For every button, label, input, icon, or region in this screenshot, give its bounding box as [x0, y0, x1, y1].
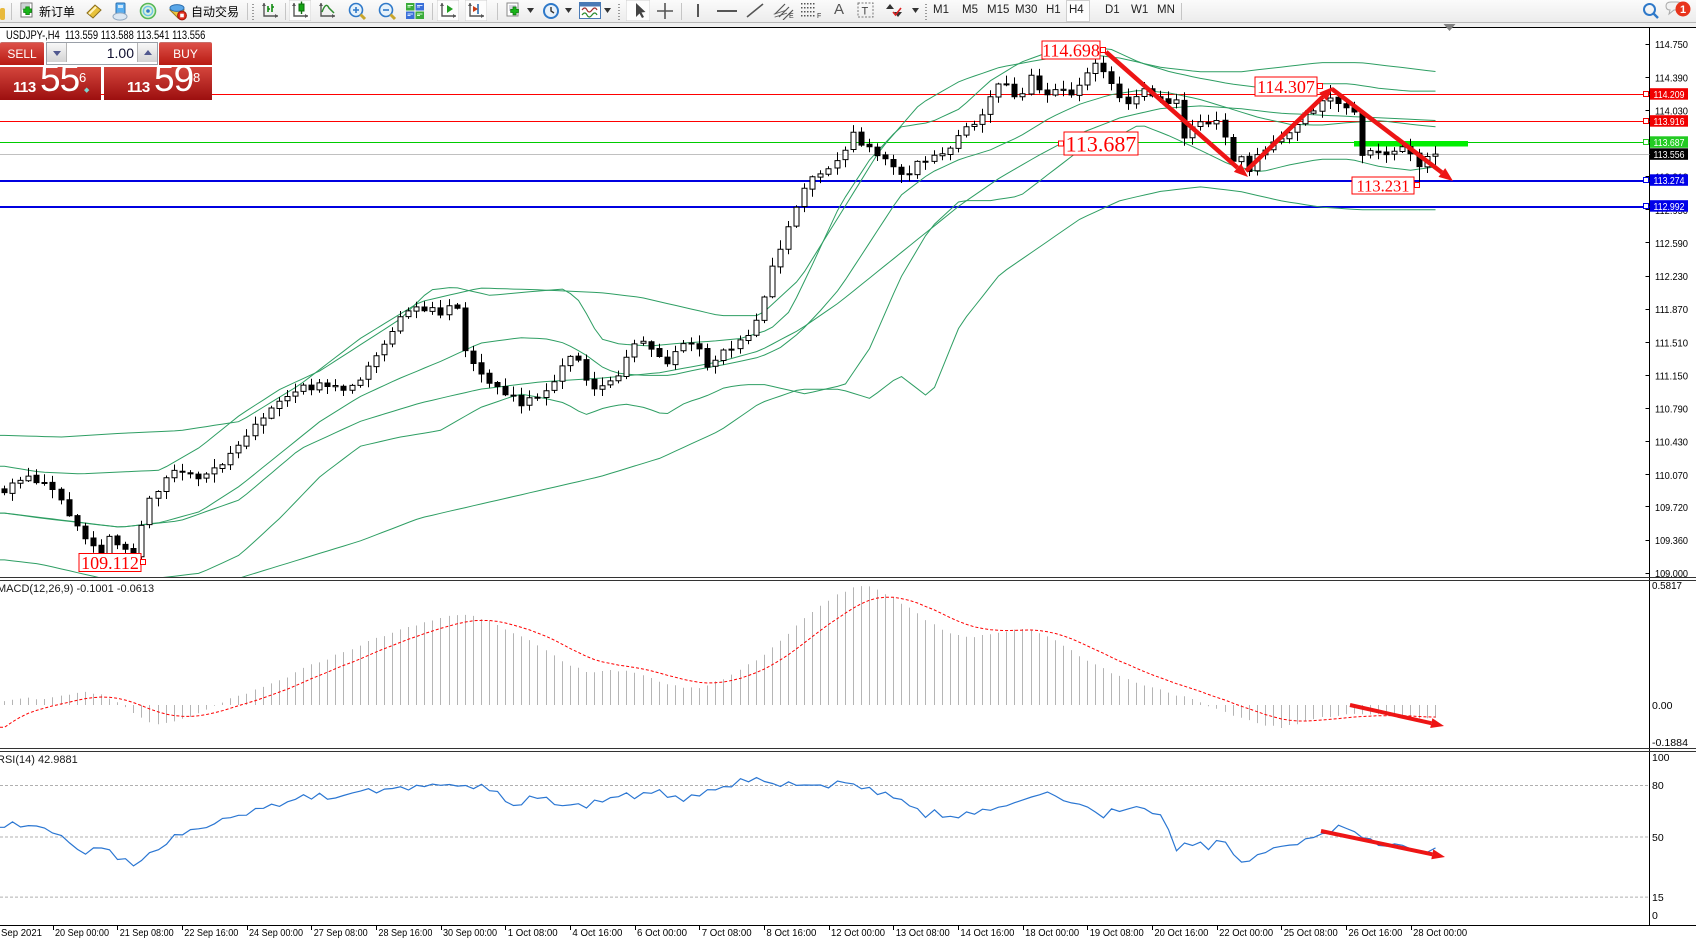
svg-text:20 Sep 00:00: 20 Sep 00:00	[55, 927, 109, 939]
svg-text:21 Sep 08:00: 21 Sep 08:00	[120, 927, 174, 939]
svg-text:7 Oct 08:00: 7 Oct 08:00	[702, 927, 752, 939]
svg-text:113.274: 113.274	[1654, 175, 1685, 187]
svg-text:109.720: 109.720	[1655, 502, 1688, 514]
svg-text:113.687: 113.687	[1654, 137, 1685, 149]
svg-text:F: F	[817, 13, 821, 20]
svg-text:4 Oct 16:00: 4 Oct 16:00	[572, 927, 622, 939]
svg-text:-0.1884: -0.1884	[1652, 737, 1688, 749]
svg-text:112.992: 112.992	[1654, 201, 1685, 213]
svg-text:27 Sep 08:00: 27 Sep 08:00	[314, 927, 368, 939]
svg-text:111.510: 111.510	[1655, 337, 1688, 349]
svg-text:109.000: 109.000	[1655, 568, 1688, 580]
svg-text:113.916: 113.916	[1654, 116, 1685, 128]
svg-text:113.231: 113.231	[1356, 176, 1409, 195]
svg-text:30 Sep 00:00: 30 Sep 00:00	[443, 927, 497, 939]
svg-text:114.307: 114.307	[1257, 77, 1315, 97]
svg-text:26 Oct 16:00: 26 Oct 16:00	[1348, 927, 1402, 939]
svg-text:25 Oct 08:00: 25 Oct 08:00	[1284, 927, 1338, 939]
svg-text:110.430: 110.430	[1655, 437, 1688, 449]
svg-text:113.556: 113.556	[1654, 149, 1685, 161]
svg-text:20 Oct 16:00: 20 Oct 16:00	[1154, 927, 1208, 939]
svg-text:110.070: 110.070	[1655, 470, 1688, 482]
svg-text:8 Oct 16:00: 8 Oct 16:00	[766, 927, 816, 939]
svg-text:114.209: 114.209	[1654, 89, 1685, 101]
svg-text:18 Oct 00:00: 18 Oct 00:00	[1025, 927, 1079, 939]
svg-text:80: 80	[1652, 780, 1664, 792]
svg-text:14 Oct 16:00: 14 Oct 16:00	[960, 927, 1014, 939]
svg-text:15: 15	[1652, 892, 1664, 904]
svg-text:6 Oct 00:00: 6 Oct 00:00	[637, 927, 687, 939]
svg-text:111.870: 111.870	[1655, 304, 1688, 316]
svg-text:28 Oct 00:00: 28 Oct 00:00	[1413, 927, 1467, 939]
svg-text:19 Oct 08:00: 19 Oct 08:00	[1090, 927, 1144, 939]
svg-text:112.590: 112.590	[1655, 238, 1688, 250]
svg-text:0.00: 0.00	[1652, 700, 1673, 712]
svg-text:111.150: 111.150	[1655, 370, 1688, 382]
svg-text:0: 0	[1652, 910, 1658, 922]
svg-text:24 Sep 00:00: 24 Sep 00:00	[249, 927, 303, 939]
svg-text:50: 50	[1652, 832, 1664, 844]
svg-text:1 Oct 08:00: 1 Oct 08:00	[508, 927, 558, 939]
svg-text:13 Oct 08:00: 13 Oct 08:00	[896, 927, 950, 939]
svg-text:RSI(14) 42.9881: RSI(14) 42.9881	[0, 754, 78, 766]
svg-text:28 Sep 16:00: 28 Sep 16:00	[378, 927, 432, 939]
svg-text:T: T	[862, 6, 869, 18]
svg-text:114.030: 114.030	[1655, 106, 1688, 118]
svg-text:MACD(12,26,9) -0.1001 -0.0613: MACD(12,26,9) -0.1001 -0.0613	[0, 583, 154, 595]
svg-text:113.687: 113.687	[1066, 131, 1137, 156]
svg-text:1: 1	[1680, 4, 1686, 16]
svg-text:110.790: 110.790	[1655, 404, 1688, 416]
svg-text:22 Oct 00:00: 22 Oct 00:00	[1219, 927, 1273, 939]
svg-text:114.390: 114.390	[1655, 72, 1688, 84]
svg-text:100: 100	[1652, 752, 1670, 764]
svg-text:22 Sep 16:00: 22 Sep 16:00	[184, 927, 238, 939]
svg-text:114.750: 114.750	[1655, 39, 1688, 51]
svg-text:112.230: 112.230	[1655, 271, 1688, 283]
svg-text:Sep 2021: Sep 2021	[1, 927, 42, 939]
svg-text:109.112: 109.112	[81, 553, 139, 573]
svg-text:12 Oct 00:00: 12 Oct 00:00	[831, 927, 885, 939]
svg-text:0.5817: 0.5817	[1652, 580, 1682, 592]
svg-text:109.360: 109.360	[1655, 535, 1688, 547]
svg-text:114.698: 114.698	[1042, 40, 1100, 60]
svg-text:E: E	[789, 13, 794, 20]
